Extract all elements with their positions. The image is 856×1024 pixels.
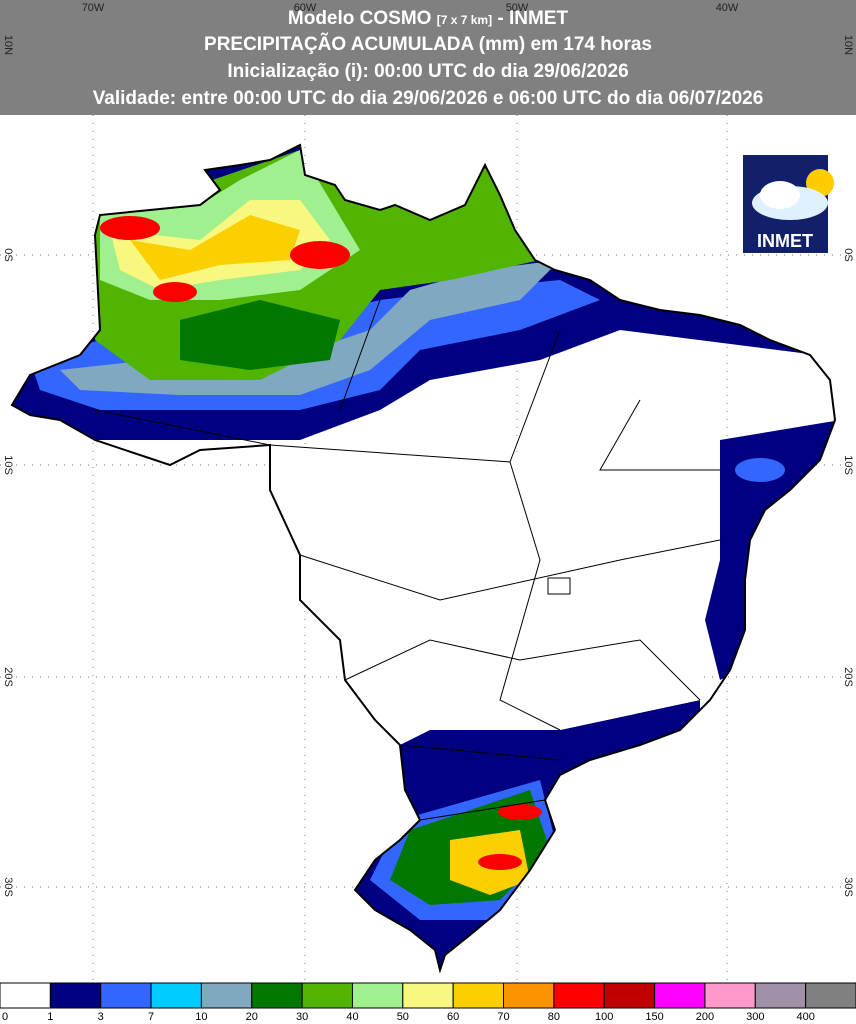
colorbar-label: 10 (195, 1011, 207, 1023)
rain-area (180, 300, 340, 370)
longitude-label: 60W (294, 2, 317, 14)
latitude-label: 10S (842, 455, 854, 475)
rain-area (735, 458, 785, 482)
colorbar-label: 0 (2, 1011, 8, 1023)
colorbar-label: 80 (548, 1011, 560, 1023)
title-part: - INMET (497, 8, 568, 29)
header-band (0, 0, 856, 115)
colorbar-swatch (503, 982, 555, 1009)
rain-area (498, 804, 542, 820)
precipitation-field (12, 145, 835, 970)
rain-area (130, 215, 300, 280)
latitude-label: 10N (842, 35, 854, 55)
colorbar-swatch (251, 982, 303, 1009)
state-border (344, 639, 701, 701)
colorbar-label: 40 (346, 1011, 358, 1023)
colorbar-swatch (49, 982, 102, 1009)
rain-area (153, 282, 197, 302)
colorbar-label: 300 (746, 1011, 764, 1023)
title-part: Modelo COSMO (288, 8, 432, 29)
logo-text: INMET (757, 231, 813, 251)
dry-area (270, 400, 720, 745)
longitude-label: 50W (506, 2, 529, 14)
colorbar-label: 60 (447, 1011, 459, 1023)
title-line: Validade: entre 00:00 UTC do dia 29/06/2… (93, 88, 764, 109)
colorbar-label: 400 (796, 1011, 814, 1023)
logo: INMET (743, 155, 834, 253)
colorbar-label: 1 (47, 1011, 53, 1023)
colorbar-label: 70 (497, 1011, 509, 1023)
colorbar-swatch (754, 982, 807, 1009)
colorbar-swatch (654, 982, 706, 1009)
colorbar-label: 50 (397, 1011, 409, 1023)
state-borders (94, 299, 721, 821)
colorbar-swatch (351, 982, 404, 1009)
colorbar: 0 1 3 7 10 20 30 40 50 60 70 80 100 150 200 300 400 (0, 982, 856, 1023)
title-line: PRECIPITAÇÃO ACUMULADA (mm) em 174 horas (204, 33, 652, 55)
colorbar-swatch (200, 982, 253, 1009)
colorbar-label: 200 (696, 1011, 714, 1023)
longitude-label: 40W (716, 2, 739, 14)
colorbar-swatch (704, 982, 756, 1009)
state-border (547, 577, 571, 595)
colorbar-label: 20 (246, 1011, 258, 1023)
colorbar-swatch (301, 982, 353, 1009)
colorbar-label: 30 (296, 1011, 308, 1023)
colorbar-label: 3 (98, 1011, 104, 1023)
latitude-label: 30S (842, 877, 854, 897)
state-border (419, 799, 546, 821)
rain-area (478, 854, 522, 870)
state-border (499, 461, 561, 731)
colorbar-swatch (553, 982, 605, 1009)
colorbar-label: 100 (595, 1011, 613, 1023)
latitude-label: 30S (2, 877, 14, 897)
colorbar-swatch (100, 982, 152, 1009)
state-border (399, 744, 561, 761)
state-border (94, 329, 561, 463)
rain-area (100, 216, 160, 240)
colorbar-swatch (402, 982, 454, 1009)
colorbar-label: 7 (148, 1011, 154, 1023)
state-border (599, 399, 720, 471)
longitude-label: 70W (82, 2, 105, 14)
colorbar-label: 150 (645, 1011, 663, 1023)
title-part: [7 x 7 km] (437, 13, 492, 27)
latitude-label: 20S (842, 667, 854, 687)
title-line: Inicialização (i): 00:00 UTC do dia 29/0… (227, 61, 628, 82)
state-border (299, 539, 721, 601)
latitude-label: 0S (842, 248, 854, 261)
colorbar-swatch (452, 982, 505, 1009)
colorbar-swatch (0, 982, 51, 1009)
colorbar-swatch (150, 982, 202, 1009)
rain-area (290, 241, 350, 269)
colorbar-swatch (805, 982, 856, 1009)
logo-cloud (760, 181, 800, 209)
latitude-label: 10S (2, 455, 14, 475)
latitude-label: 10N (2, 35, 14, 55)
colorbar-swatch (603, 982, 656, 1009)
state-border (339, 299, 381, 411)
latitude-label: 0S (2, 248, 14, 261)
latitude-label: 20S (2, 667, 14, 687)
title: Modelo COSMO [7 x 7 km] - INMET (288, 8, 569, 29)
axis-labels: 70W 60W 50W 40W 10N 10N 0S 0S 10S 10S 20S 20S 30S 30S (2, 2, 854, 897)
